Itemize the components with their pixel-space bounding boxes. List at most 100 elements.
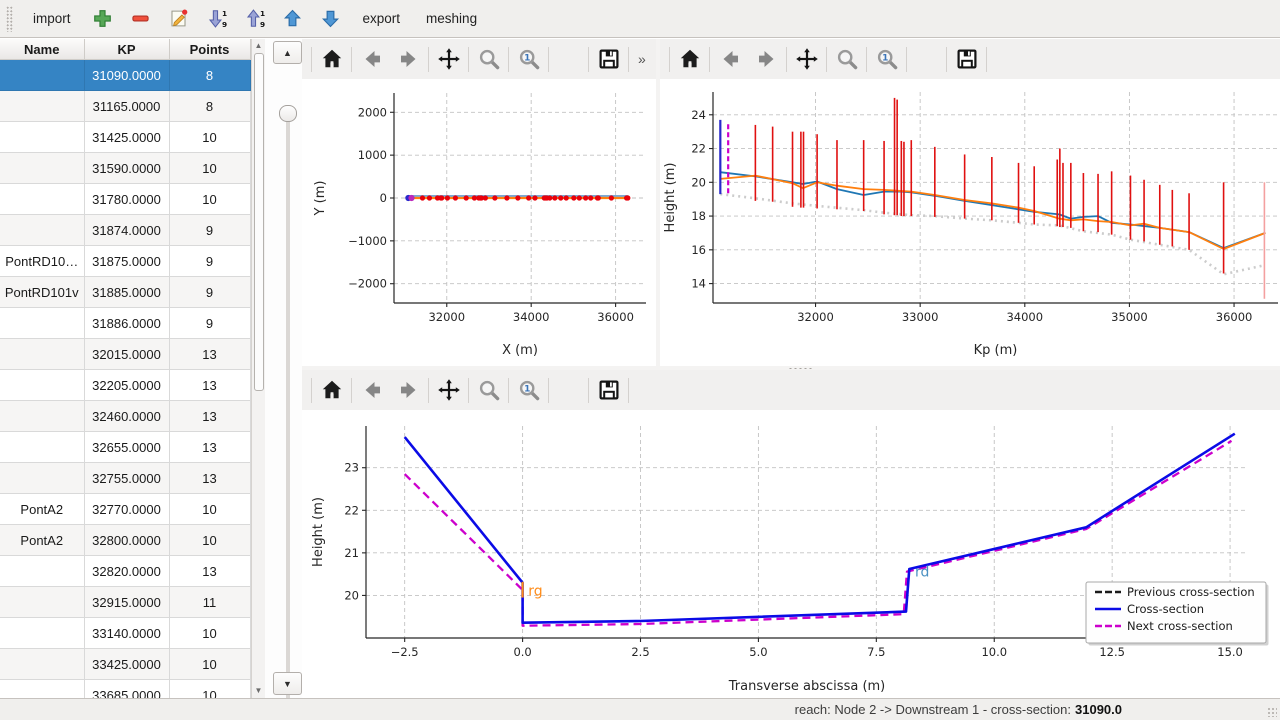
table-row[interactable]: 31090.0000 8 xyxy=(0,59,251,91)
cell-points[interactable]: 9 xyxy=(169,276,251,308)
cell-points[interactable]: 10 xyxy=(169,679,251,698)
cell-kp[interactable]: 32015.0000 xyxy=(84,338,170,370)
home-button[interactable] xyxy=(313,374,350,406)
add-section-button[interactable] xyxy=(87,3,119,35)
cell-name[interactable] xyxy=(0,617,85,649)
move-up-button[interactable] xyxy=(277,3,309,35)
cell-points[interactable]: 13 xyxy=(169,431,251,463)
slider-thumb[interactable] xyxy=(279,105,297,122)
scroll-up-icon[interactable]: ▲ xyxy=(254,41,263,50)
cell-kp[interactable]: 33425.0000 xyxy=(84,648,170,680)
table-row[interactable]: 31590.0000 10 xyxy=(0,152,251,184)
sort-descending-button[interactable] xyxy=(201,3,233,35)
table-row[interactable]: 31874.0000 9 xyxy=(0,214,251,246)
column-header-name[interactable]: Name xyxy=(0,39,85,60)
cell-name[interactable] xyxy=(0,648,85,680)
splitter-handle[interactable] xyxy=(788,367,812,370)
resize-grip[interactable] xyxy=(1267,707,1277,717)
table-row[interactable]: 32015.0000 13 xyxy=(0,338,251,370)
save-button[interactable] xyxy=(590,374,627,406)
cell-name[interactable] xyxy=(0,679,85,698)
cell-name[interactable]: PontRD10… xyxy=(0,245,85,277)
cell-points[interactable]: 13 xyxy=(169,338,251,370)
cell-points[interactable]: 10 xyxy=(169,648,251,680)
column-header-kp[interactable]: KP xyxy=(83,39,170,60)
cell-kp[interactable]: 32800.0000 xyxy=(84,524,170,556)
sort-ascending-button[interactable] xyxy=(239,3,271,35)
table-row[interactable]: 33140.0000 10 xyxy=(0,617,251,649)
table-scrollbar[interactable]: ▲ ▼ xyxy=(251,39,265,698)
vertical-splitter[interactable] xyxy=(656,39,660,370)
cell-points[interactable]: 13 xyxy=(169,462,251,494)
cell-kp[interactable]: 31886.0000 xyxy=(84,307,170,339)
table-row[interactable]: 32915.0000 11 xyxy=(0,586,251,618)
xy-plot-canvas[interactable]: 32000 34000 36000 −2000 −1000 0 1000 2000 X (m) Y… xyxy=(302,79,656,362)
cell-name[interactable] xyxy=(0,183,85,215)
forward-button[interactable] xyxy=(748,43,785,75)
slider-track[interactable] xyxy=(286,107,290,711)
cell-points[interactable]: 10 xyxy=(169,617,251,649)
table-row[interactable]: 32655.0000 13 xyxy=(0,431,251,463)
cell-points[interactable]: 9 xyxy=(169,307,251,339)
cell-name[interactable] xyxy=(0,400,85,432)
cell-name[interactable]: PontA2 xyxy=(0,493,85,525)
table-row[interactable]: 31780.0000 10 xyxy=(0,183,251,215)
table-row[interactable]: PontRD10… 31875.0000 9 xyxy=(0,245,251,277)
cell-kp[interactable]: 32915.0000 xyxy=(84,586,170,618)
cell-points[interactable]: 10 xyxy=(169,493,251,525)
cell-name[interactable] xyxy=(0,121,85,153)
zoom-to-rect-button[interactable] xyxy=(550,43,587,75)
cell-name[interactable] xyxy=(0,214,85,246)
slider-up-button[interactable]: ▲ xyxy=(273,41,302,64)
home-button[interactable] xyxy=(671,43,708,75)
scroll-down-icon[interactable]: ▼ xyxy=(254,686,263,695)
back-button[interactable] xyxy=(711,43,748,75)
table-row[interactable]: 31425.0000 10 xyxy=(0,121,251,153)
table-row[interactable]: 31886.0000 9 xyxy=(0,307,251,339)
table-row[interactable]: 32755.0000 13 xyxy=(0,462,251,494)
cell-name[interactable] xyxy=(0,90,85,122)
cell-kp[interactable]: 31885.0000 xyxy=(84,276,170,308)
cell-kp[interactable]: 32820.0000 xyxy=(84,555,170,587)
cell-name[interactable] xyxy=(0,462,85,494)
forward-button[interactable] xyxy=(390,43,427,75)
cell-name[interactable] xyxy=(0,307,85,339)
cell-points[interactable]: 13 xyxy=(169,400,251,432)
meshing-button[interactable]: meshing xyxy=(426,11,478,26)
back-button[interactable] xyxy=(353,43,390,75)
back-button[interactable] xyxy=(353,374,390,406)
zoom-1-button[interactable] xyxy=(510,374,547,406)
zoom-to-rect-button[interactable] xyxy=(908,43,945,75)
cell-points[interactable]: 11 xyxy=(169,586,251,618)
save-button[interactable] xyxy=(590,43,627,75)
cell-name[interactable]: PontRD101v xyxy=(0,276,85,308)
cross-section-plot-canvas[interactable]: −2.5 0.0 2.5 5.0 7.5 10.0 12.5 15.0 20 21 22 23 Tran… xyxy=(302,410,1280,698)
cell-points[interactable]: 13 xyxy=(169,369,251,401)
column-header-points[interactable]: Points xyxy=(168,39,251,60)
cell-kp[interactable]: 32205.0000 xyxy=(84,369,170,401)
zoom-button[interactable] xyxy=(470,374,507,406)
toolbar-overflow-button[interactable]: » xyxy=(638,51,646,67)
cell-points[interactable]: 13 xyxy=(169,555,251,587)
cell-points[interactable]: 9 xyxy=(169,214,251,246)
table-row[interactable]: PontA2 32770.0000 10 xyxy=(0,493,251,525)
cell-points[interactable]: 8 xyxy=(169,90,251,122)
slider-down-button[interactable]: ▼ xyxy=(273,672,302,695)
pan-button[interactable] xyxy=(430,43,467,75)
profile-plot-canvas[interactable]: 32000 33000 34000 35000 36000 14 16 18 20 22 24 Kp … xyxy=(660,79,1280,362)
forward-button[interactable] xyxy=(390,374,427,406)
cell-name[interactable] xyxy=(0,338,85,370)
cell-kp[interactable]: 33685.0000 xyxy=(84,679,170,698)
table-row[interactable]: 31165.0000 8 xyxy=(0,90,251,122)
zoom-1-button[interactable] xyxy=(510,43,547,75)
cell-name[interactable] xyxy=(0,59,85,91)
cell-kp[interactable]: 31425.0000 xyxy=(84,121,170,153)
cell-kp[interactable]: 31090.0000 xyxy=(84,59,170,91)
cell-points[interactable]: 10 xyxy=(169,152,251,184)
table-row[interactable]: 33425.0000 10 xyxy=(0,648,251,680)
cell-kp[interactable]: 31874.0000 xyxy=(84,214,170,246)
cell-points[interactable]: 8 xyxy=(169,59,251,91)
cell-name[interactable] xyxy=(0,152,85,184)
table-scrollbar-thumb[interactable] xyxy=(253,53,264,391)
zoom-button[interactable] xyxy=(470,43,507,75)
